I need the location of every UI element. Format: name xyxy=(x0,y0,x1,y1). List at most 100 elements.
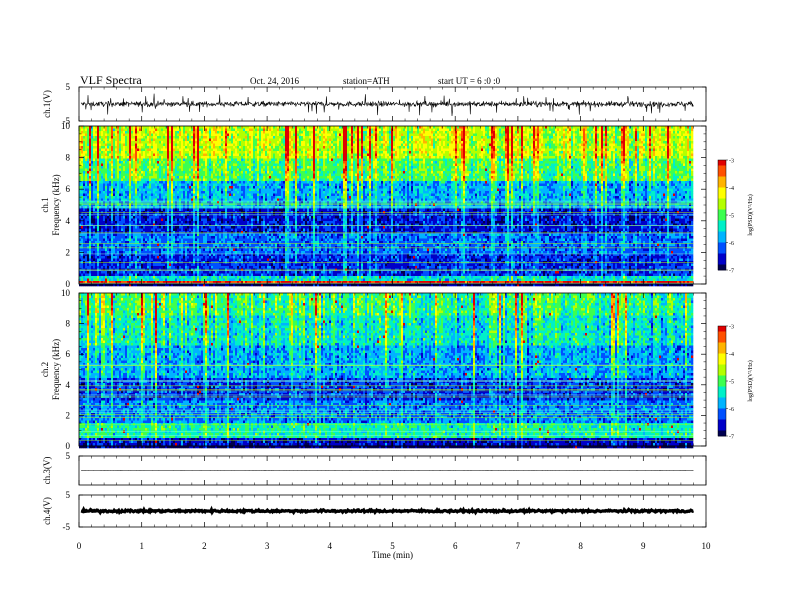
ch1-spectrogram-cell xyxy=(171,221,174,224)
ch1-spectrogram-cell xyxy=(105,256,108,259)
ch1-spectrogram-cell xyxy=(87,201,90,204)
ch1-spectrogram-cell xyxy=(203,223,206,227)
ch1-spectrogram-cell xyxy=(123,206,126,209)
ch1-spectrogram-cell xyxy=(93,198,96,202)
ch1-spectrogram-cell xyxy=(179,273,182,277)
ch1-spectrogram-cell xyxy=(221,276,224,279)
ch1-spectrogram-cell xyxy=(81,228,84,232)
ch1-spectrogram-cell xyxy=(223,131,226,134)
ch1-spectrogram-cell xyxy=(89,198,92,202)
ch1-spectrogram-cell xyxy=(177,283,180,287)
ch1-spectrogram-cell xyxy=(213,161,216,164)
station-label: station=ATH xyxy=(343,76,390,86)
ch1-spectrogram-cell xyxy=(95,156,98,159)
ch1-spectrogram-cell xyxy=(111,278,114,282)
ch1-spectrogram-cell xyxy=(113,218,116,222)
ch1-spectrogram-cell xyxy=(143,283,146,287)
ch1-spectrogram-cell xyxy=(217,218,220,222)
ch1-spectrogram-cell xyxy=(185,143,188,147)
ch1-spectrogram-cell xyxy=(167,248,170,252)
ch1-spectrogram-cell xyxy=(135,138,138,142)
ch1-spectrogram-cell xyxy=(141,248,144,252)
ch1-spectrogram-cell xyxy=(155,131,158,134)
ch1-spectrogram-cell xyxy=(135,208,138,212)
ch1-spectrogram-cell xyxy=(181,238,184,242)
ch1-spectrogram-cell xyxy=(91,156,94,159)
ch1-spectrogram-cell xyxy=(91,273,94,277)
ch1-spectrogram-cell xyxy=(113,231,116,234)
ch1-spectrogram-cell xyxy=(153,241,156,244)
ch1-spectrogram-cell xyxy=(161,231,164,234)
ch1-spectrogram-cell xyxy=(93,281,96,284)
ch1-spectrogram-cell xyxy=(139,233,142,237)
ch1-spectrogram-cell xyxy=(93,178,96,182)
ch1-spectrogram-cell xyxy=(149,153,152,157)
ch1-spectrogram-cell xyxy=(173,133,176,137)
ch1-spectrogram-cell xyxy=(79,186,82,189)
ch1-spectrogram-cell xyxy=(177,143,180,147)
ch1-spectrogram-cell xyxy=(179,258,182,262)
ch1-spectrogram-cell xyxy=(151,241,154,244)
ch1-spectrogram-cell xyxy=(111,208,114,212)
ch1-spectrogram-cell xyxy=(81,193,84,197)
ch1-spectrogram-cell xyxy=(211,266,214,269)
ch1-spectrogram-cell xyxy=(203,176,206,179)
ch1-spectrogram-cell xyxy=(177,208,180,212)
ch1-spectrogram-cell xyxy=(221,278,224,282)
ch1-spectrogram-cell xyxy=(107,183,110,187)
ch1-spectrogram-cell xyxy=(139,183,142,187)
ch1-spectrogram-cell xyxy=(205,183,208,187)
ch1-spectrogram-cell xyxy=(151,256,154,259)
ch1-spectrogram-cell xyxy=(119,206,122,209)
ch1-spectrogram-cell xyxy=(193,271,196,274)
ch1-spectrogram-cell xyxy=(155,266,158,269)
ch1-spectrogram-cell xyxy=(113,273,116,277)
ch1-spectrogram-cell xyxy=(137,223,140,227)
ch1-spectrogram-cell xyxy=(221,163,224,167)
ch1-spectrogram-cell xyxy=(79,238,82,242)
ch1-spectrogram-cell xyxy=(179,173,182,177)
ch1-spectrogram-cell xyxy=(145,253,148,257)
ch1-spectrogram-cell xyxy=(229,248,232,252)
ch1-spectrogram-cell xyxy=(223,166,226,169)
ch1-spectrogram-cell xyxy=(105,153,108,157)
ch1-spectrogram-cell xyxy=(195,126,198,129)
ch1-spectrogram-cell xyxy=(141,168,144,172)
ch1-spectrogram-cell xyxy=(131,136,134,139)
ch1-spectrogram-cell xyxy=(117,278,120,282)
ch1-spectrogram-cell xyxy=(133,128,136,132)
ch1-spectrogram-cell xyxy=(183,201,186,204)
ch1-spectrogram-cell xyxy=(101,188,104,192)
ch1-spectrogram-cell xyxy=(221,171,224,174)
ch1-spectrogram-cell xyxy=(211,236,214,239)
ch1-spectrogram-cell xyxy=(83,241,86,244)
ch1-spectrogram-cell xyxy=(119,266,122,269)
ch1-spectrogram-cell xyxy=(83,131,86,134)
ch1-spectrogram-cell xyxy=(197,278,200,282)
ch1-spectrogram-cell xyxy=(225,183,228,187)
ch1-spectrogram-cell xyxy=(149,198,152,202)
ch1-spectrogram-cell xyxy=(151,181,154,184)
ch1-spectrogram-cell xyxy=(187,168,190,172)
ch1-spectrogram-cell xyxy=(109,148,112,152)
ch1-spectrogram-cell xyxy=(231,148,234,152)
ch1-spectrogram-cell xyxy=(99,131,102,134)
ch1-spectrogram-cell xyxy=(89,283,92,287)
ch1-spectrogram-cell xyxy=(181,153,184,157)
ch1-spectrogram-cell xyxy=(173,233,176,237)
ch1-spectrogram-cell xyxy=(81,243,84,247)
ch1-spectrogram-cell xyxy=(191,228,194,232)
ch1-spectrogram-cell xyxy=(213,176,216,179)
ch1-spectrogram-cell xyxy=(137,181,140,184)
ch1-spectrogram-cell xyxy=(161,253,164,257)
ch1-spectrogram-cell xyxy=(135,258,138,262)
ch1-spectrogram-cell xyxy=(143,278,146,282)
ch1-spectrogram-cell xyxy=(135,173,138,177)
ch1-spectrogram-cell xyxy=(89,171,92,174)
ch1-spectrogram-cell xyxy=(195,183,198,187)
ch1-spectrogram-cell xyxy=(223,276,226,279)
ch1-spectrogram-cell xyxy=(181,223,184,227)
ch1-spectrogram-cell xyxy=(139,251,142,254)
ch1-spectrogram-cell xyxy=(135,246,138,249)
ch1-spectrogram-cell xyxy=(89,251,92,254)
